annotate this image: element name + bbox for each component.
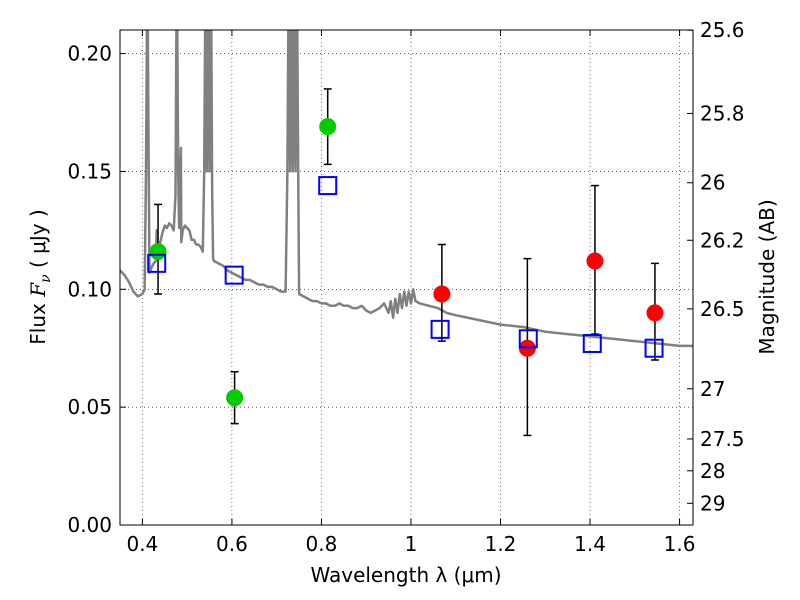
x-axis-label: Wavelength λ (μm) [310,563,501,587]
plot-area [120,30,693,437]
red-data-point [586,252,604,270]
y-axis-label-subscript: ν [38,274,54,283]
y2-tick-label: 25.8 [700,101,745,125]
y2-tick-label: 26 [700,171,725,195]
y2-tick-label: 29 [700,491,725,515]
y2-tick-label: 26.5 [700,297,745,321]
x-tick-label: 1.2 [485,532,517,556]
blue-model-square [147,253,167,273]
model-spectrum-line [120,30,693,348]
green-data-point [149,243,167,261]
blue-model-square [582,334,602,353]
grid-lines [120,30,693,526]
green-data-point [319,118,337,136]
x-tick-label: 1.6 [664,532,696,556]
x-tick-label: 0.6 [216,532,248,556]
blue-model-square [644,338,664,358]
plot-frame [119,29,694,526]
x-tick-label: 1 [405,532,418,556]
y2-tick-label: 26.2 [700,228,745,252]
x-tick-label: 1.4 [574,532,606,556]
y2-tick-label: 27 [700,377,725,401]
y-tick-label: 0.00 [67,513,112,537]
blue-model-square [430,319,450,339]
y2-tick-label: 27.5 [700,427,745,451]
blue-model-square [518,329,538,349]
y-tick-label: 0.15 [67,159,112,183]
y-axis-label-unit: ( μJy ) [26,209,50,274]
y-tick-label: 0.20 [67,42,112,66]
x-tick-label: 0.8 [306,532,338,556]
red-data-point [646,304,664,322]
y2-axis-label: Magnitude (AB) [755,199,779,354]
y-axis-label-prefix: Flux [26,297,50,345]
blue-model-square [224,265,244,285]
blue-model-square [318,176,338,196]
y-axis-label: Flux Fν ( μJy ) [26,209,54,344]
x-tick-label: 0.4 [126,532,158,556]
y2-tick-label: 25.6 [700,18,745,42]
y-tick-label: 0.10 [67,277,112,301]
axis-ticks: 0.4 0.6 0.8 1 1.2 1.4 1.6 0.00 0.05 0.10 0.15 0.20 2… [67,18,744,556]
y2-tick-label: 28 [700,459,725,483]
green-data-point [226,389,244,407]
red-data-point [433,285,451,303]
y-axis-label-symbol: F [26,282,50,298]
y-tick-label: 0.05 [67,395,112,419]
